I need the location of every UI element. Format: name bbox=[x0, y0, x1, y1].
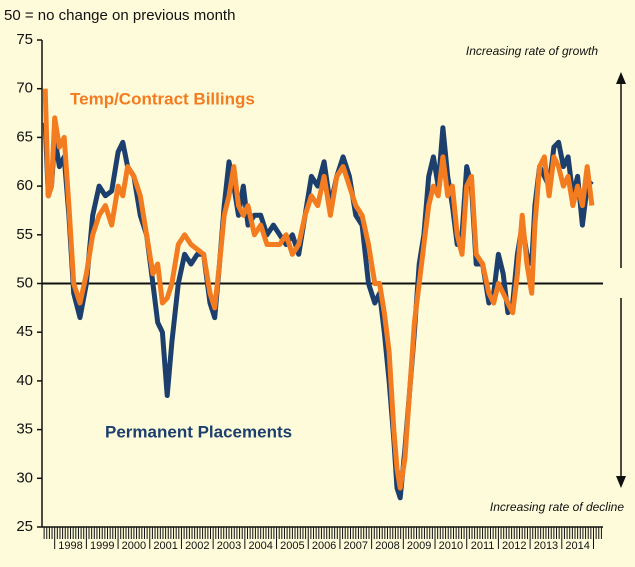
y-tick-label: 55 bbox=[16, 226, 33, 243]
x-tick-label: 2003 bbox=[217, 540, 241, 552]
x-tick-label: 2010 bbox=[439, 540, 463, 552]
y-tick-label: 35 bbox=[16, 421, 33, 438]
annotation: Increasing rate of growth bbox=[466, 44, 598, 58]
x-tick-label: 2004 bbox=[248, 540, 272, 552]
x-tick-label: 2014 bbox=[565, 540, 589, 552]
x-tick-label: 2009 bbox=[407, 540, 431, 552]
y-tick-label: 75 bbox=[16, 31, 33, 48]
x-tick-label: 2008 bbox=[375, 540, 399, 552]
x-tick-label: 2011 bbox=[471, 540, 495, 552]
annotation: Increasing rate of decline bbox=[490, 500, 624, 514]
x-tick-label: 2002 bbox=[185, 540, 209, 552]
series-label: Permanent Placements bbox=[105, 422, 292, 441]
subtitle: 50 = no change on previous month bbox=[4, 7, 235, 24]
y-tick-label: 65 bbox=[16, 128, 33, 145]
x-tick-label: 2012 bbox=[502, 540, 526, 552]
x-tick-label: 2006 bbox=[312, 540, 336, 552]
y-tick-label: 60 bbox=[16, 177, 33, 194]
x-tick-label: 2000 bbox=[122, 540, 146, 552]
y-tick-label: 40 bbox=[16, 372, 33, 389]
y-tick-label: 50 bbox=[16, 274, 33, 291]
series-line bbox=[42, 88, 595, 491]
x-tick-label: 2001 bbox=[153, 540, 177, 552]
x-tick-label: 2007 bbox=[344, 540, 368, 552]
x-tick-label: 1998 bbox=[58, 540, 82, 552]
series-label: Temp/Contract Billings bbox=[70, 89, 255, 108]
y-tick-label: 70 bbox=[16, 80, 33, 97]
x-tick-label: 2005 bbox=[280, 540, 304, 552]
x-tick-label: 2013 bbox=[534, 540, 558, 552]
y-tick-label: 25 bbox=[16, 518, 33, 535]
y-tick-label: 45 bbox=[16, 323, 33, 340]
arrows bbox=[616, 72, 626, 488]
x-tick-label: 1999 bbox=[90, 540, 114, 552]
y-tick-label: 30 bbox=[16, 469, 33, 486]
